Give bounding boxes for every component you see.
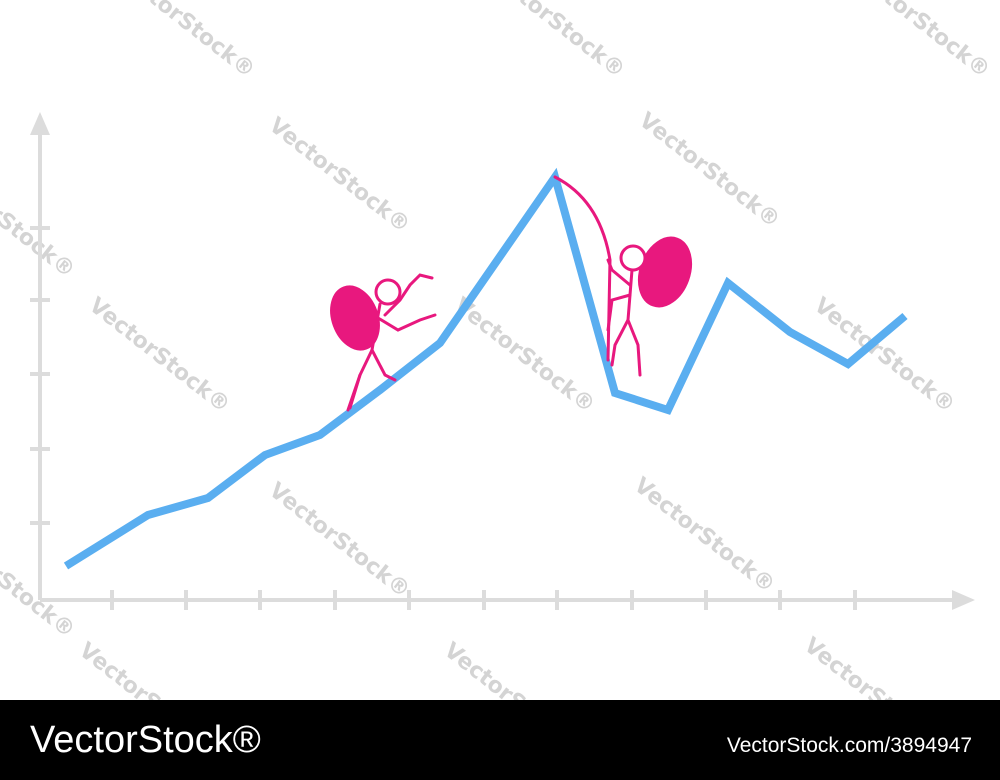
climber-right bbox=[553, 175, 693, 377]
footer-url: VectorStock.com/3894947 bbox=[727, 734, 972, 757]
footer-brand: VectorStock® bbox=[30, 719, 261, 761]
y-ticks bbox=[30, 226, 50, 525]
climber-left bbox=[330, 273, 437, 412]
axes bbox=[30, 112, 975, 610]
x-ticks bbox=[110, 590, 857, 610]
trend-line bbox=[63, 167, 908, 570]
footer-bar bbox=[0, 700, 1000, 780]
background bbox=[0, 0, 1000, 700]
y-arrow bbox=[30, 112, 50, 135]
x-arrow bbox=[952, 590, 975, 610]
